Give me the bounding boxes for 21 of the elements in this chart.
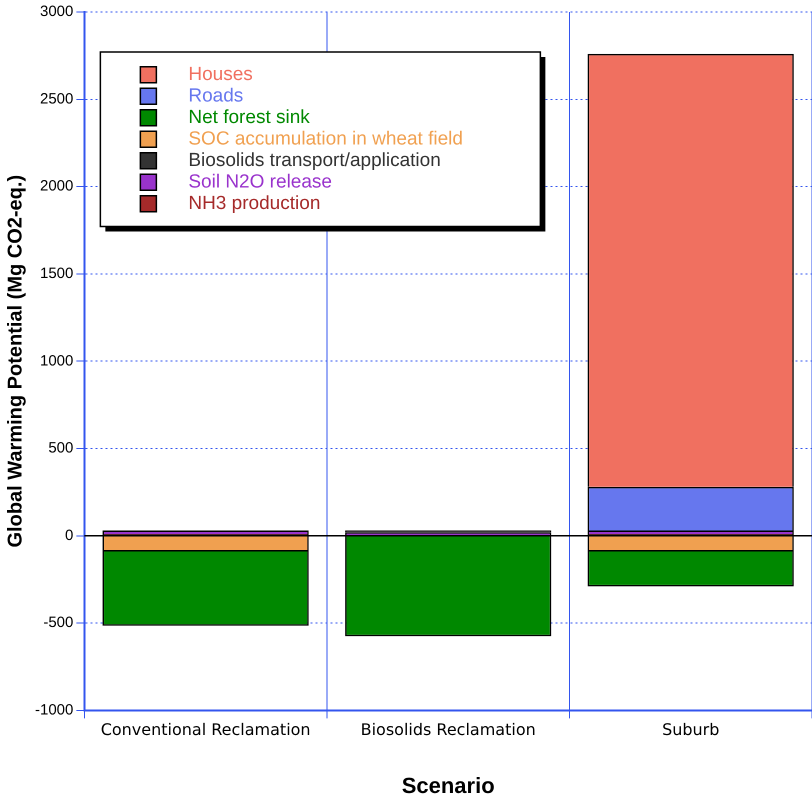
- y-tick-label: 3000: [40, 3, 74, 20]
- y-tick-label: 1500: [40, 265, 74, 282]
- legend-label: Net forest sink: [188, 106, 310, 128]
- y-tick-label: -1000: [34, 702, 74, 719]
- x-tick-label: Biosolids Reclamation: [360, 720, 536, 740]
- y-tick-label: 500: [48, 440, 74, 457]
- x-tick-label: Conventional Reclamation: [100, 720, 311, 740]
- legend-label: Houses: [188, 64, 253, 85]
- legend-label: Soil N2O release: [188, 171, 332, 192]
- x-tick-label: Suburb: [662, 720, 720, 740]
- legend-label: Roads: [188, 85, 244, 106]
- y-tick-label: 0: [65, 526, 74, 544]
- y-axis-title: Global Warming Potential (Mg CO2-eq.): [4, 174, 27, 548]
- y-tick-label: 2500: [40, 90, 74, 108]
- y-tick-label: 2000: [40, 178, 74, 195]
- legend-label: SOC accumulation in wheat field: [188, 128, 463, 150]
- x-axis-title: Scenario: [402, 772, 495, 798]
- legend-label: NH3 production: [188, 192, 320, 214]
- y-tick-label: -500: [43, 614, 74, 632]
- y-tick-label: 1000: [40, 352, 74, 370]
- legend-label: Biosolids transport/application: [188, 150, 441, 171]
